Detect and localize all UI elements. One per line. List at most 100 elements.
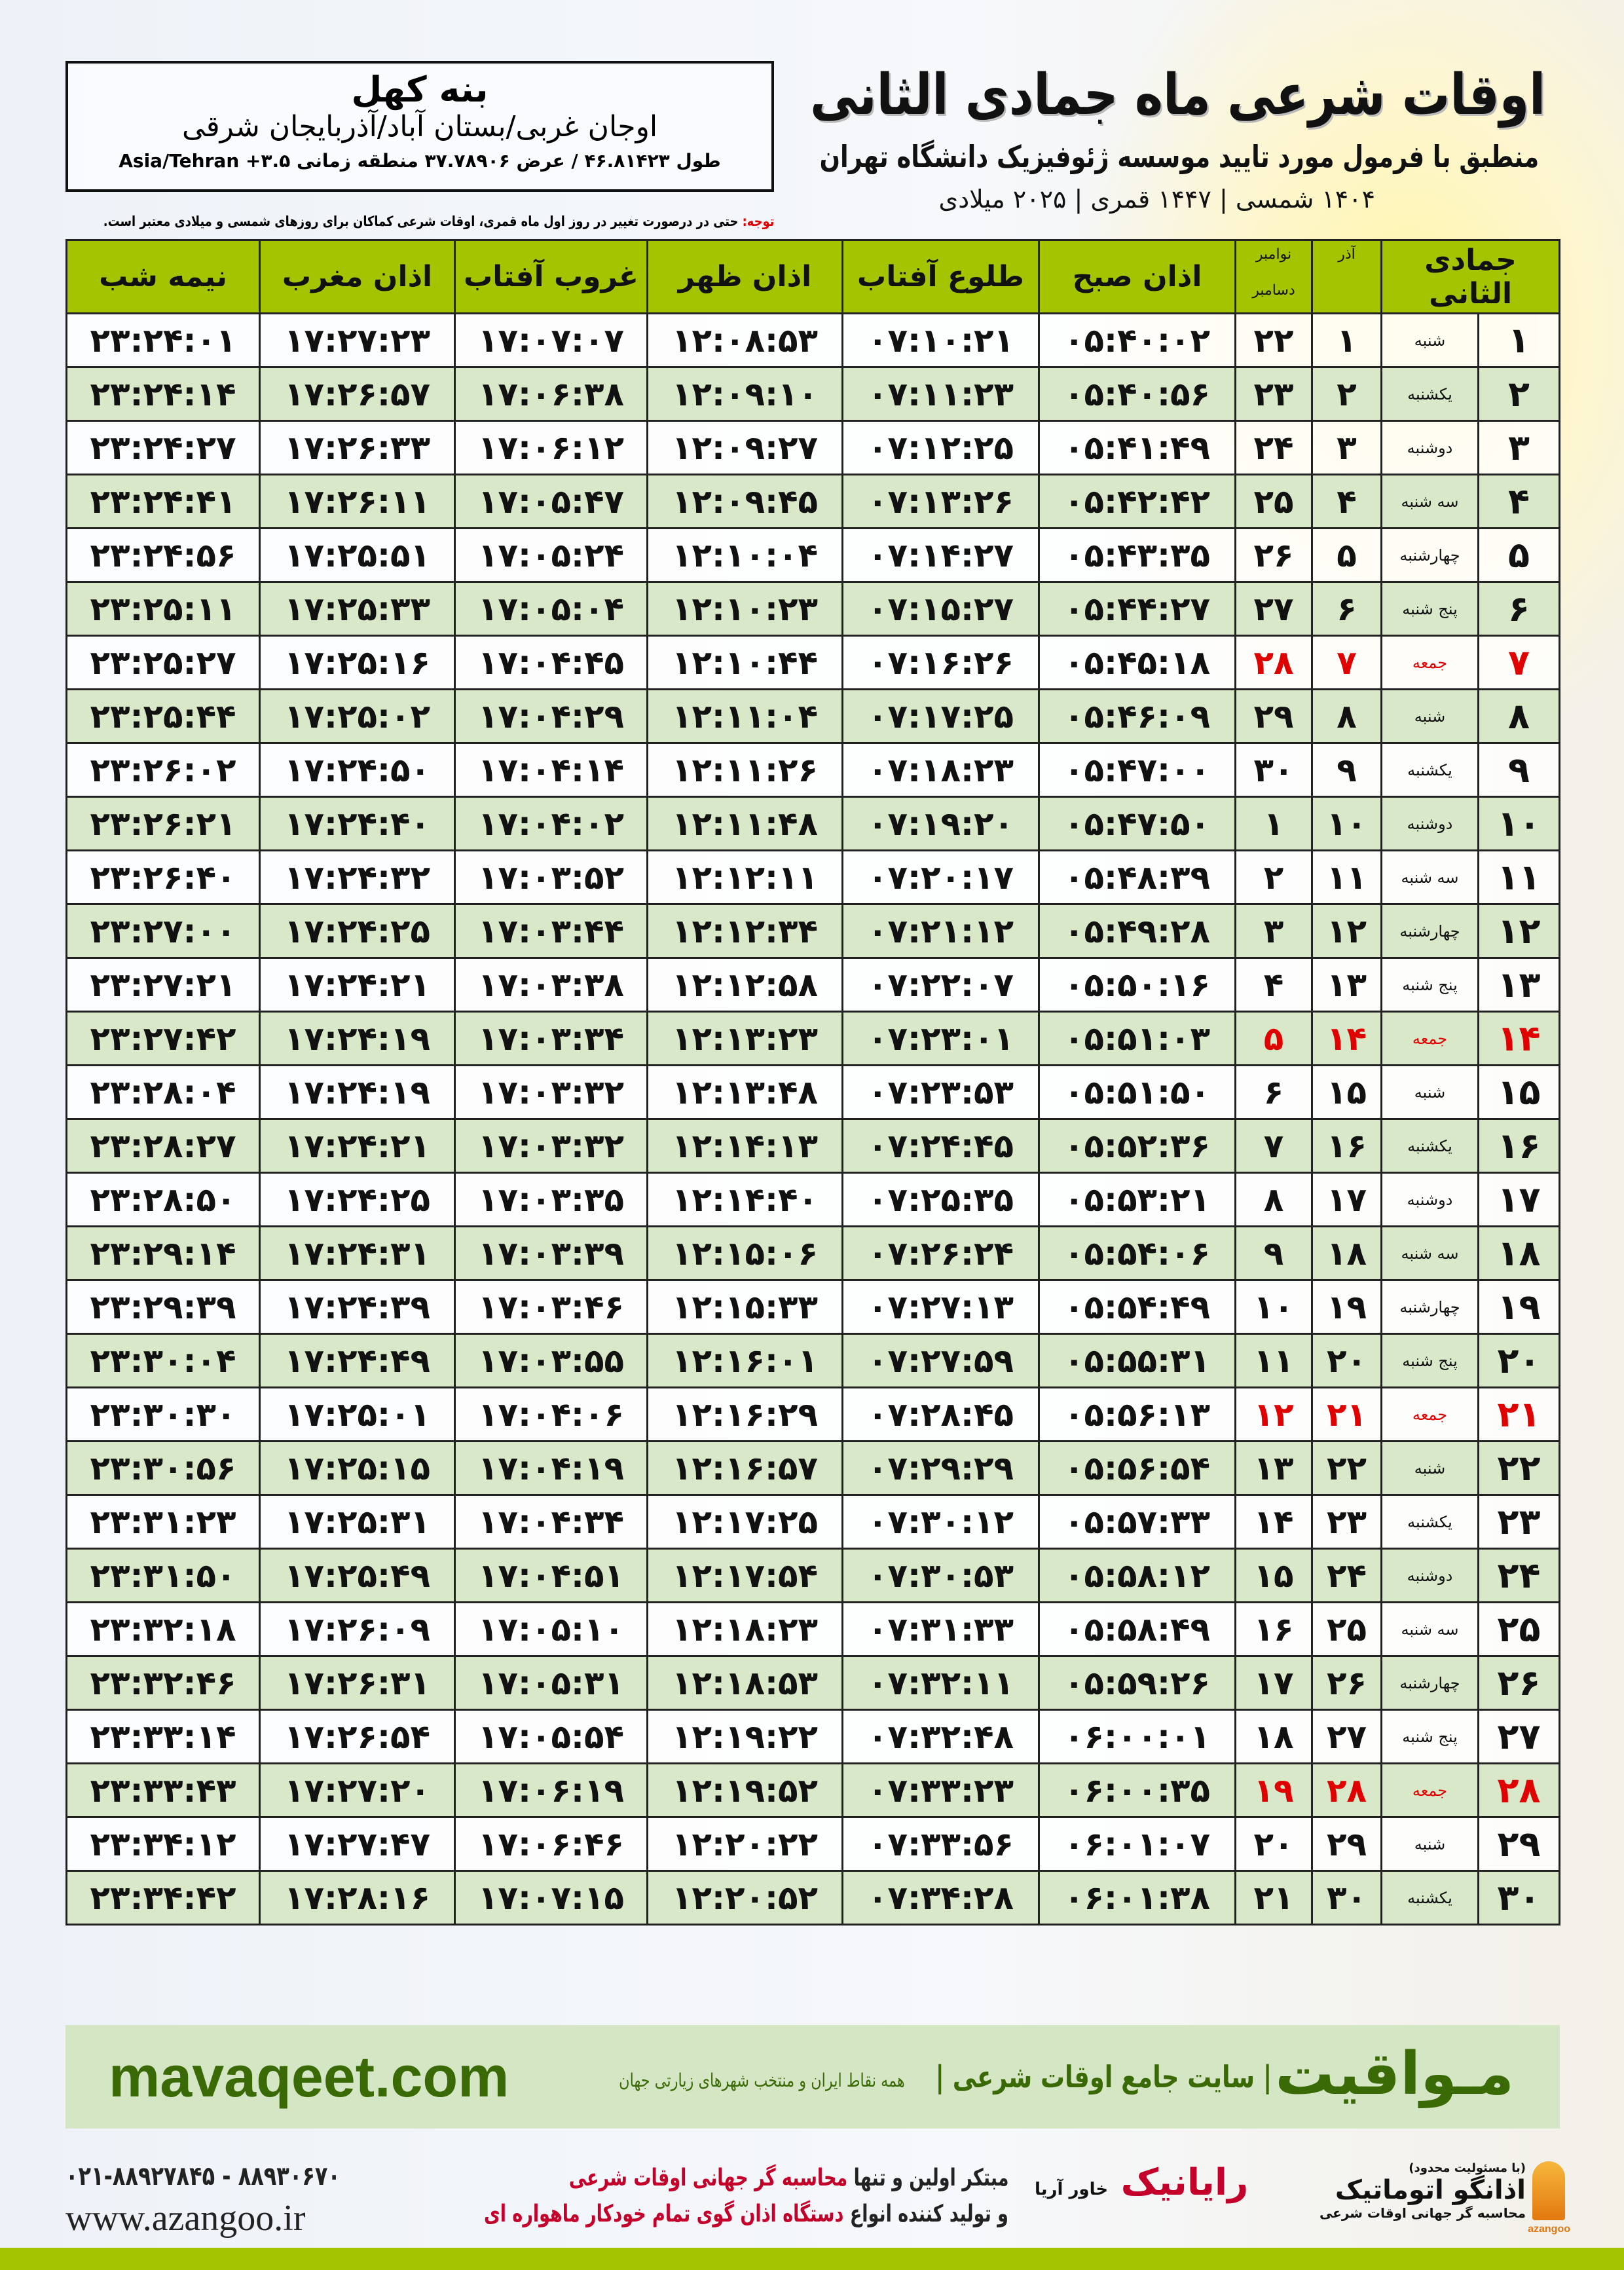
weekday: چهارشنبه <box>1380 903 1480 959</box>
time-ghorub: ۱۷:۰۵:۵۴ <box>454 1709 648 1764</box>
time-maghrib: ۱۷:۲۶:۵۴ <box>259 1709 456 1764</box>
azar-day: ۱۹ <box>1311 1279 1382 1335</box>
mavaqeet-link[interactable]: mavaqeet.com <box>109 2044 509 2109</box>
azar-day: ۱۸ <box>1311 1225 1382 1281</box>
footer-line-1: مبتکر اولین و تنها محاسبه گر جهانی اوقات… <box>568 2165 1008 2191</box>
col-gregorian-bottom: دسامبر <box>1252 282 1295 299</box>
time-maghrib: ۱۷:۲۵:۵۱ <box>259 527 456 583</box>
azar-day: ۲۰ <box>1311 1333 1382 1388</box>
time-tolu: ۰۷:۱۷:۲۵ <box>841 688 1040 744</box>
time-ghorub: ۱۷:۰۳:۳۹ <box>454 1225 648 1281</box>
time-tolu: ۰۷:۱۴:۲۷ <box>841 527 1040 583</box>
time-sobh: ۰۵:۵۴:۴۹ <box>1038 1279 1236 1335</box>
time-nime: ۲۳:۲۶:۴۰ <box>65 849 261 905</box>
time-sobh: ۰۵:۵۳:۲۱ <box>1038 1172 1236 1227</box>
time-sobh: ۰۵:۴۸:۳۹ <box>1038 849 1236 905</box>
note-label: توجه: <box>742 214 774 229</box>
time-sobh: ۰۵:۵۴:۰۶ <box>1038 1225 1236 1281</box>
gregorian-day: ۱۹ <box>1234 1762 1313 1818</box>
time-nime: ۲۳:۳۲:۴۶ <box>65 1655 261 1711</box>
azangoo-logo: (با مسئولیت محدود) اذانگو اتوماتیک محاسب… <box>1303 2161 1570 2246</box>
hijri-day: ۸ <box>1477 688 1561 744</box>
time-zohr: ۱۲:۱۰:۰۴ <box>646 527 843 583</box>
gregorian-day: ۲۳ <box>1234 366 1313 422</box>
weekday: جمعه <box>1380 1762 1480 1818</box>
time-maghrib: ۱۷:۲۴:۱۹ <box>259 1011 456 1066</box>
table-row: ۲۶ چهارشنبه ۲۶ ۱۷ ۰۵:۵۹:۲۶ ۰۷:۳۲:۱۱ ۱۲:۱۸:۵۳ ۱۷… <box>65 1655 1561 1711</box>
table-row: ۱۷ دوشنبه ۱۷ ۸ ۰۵:۵۳:۲۱ ۰۷:۲۵:۳۵ ۱۲:۱۴:۴۰ ۱۷:۰۳… <box>65 1172 1561 1227</box>
footer-line-2: و تولید کننده انواع دستگاه اذان گوی تمام… <box>484 2201 1008 2227</box>
footer-highlight: محاسبه گر جهانی اوقات شرعی <box>568 2165 847 2191</box>
time-tolu: ۰۷:۳۱:۳۳ <box>841 1601 1040 1657</box>
mavaqeet-banner: مـواقیت | سایت جامع اوقات شرعی | همه نقا… <box>65 2025 1560 2129</box>
weekday: چهارشنبه <box>1380 1655 1480 1711</box>
azar-day: ۲۳ <box>1311 1494 1382 1550</box>
time-sobh: ۰۵:۵۱:۰۳ <box>1038 1011 1236 1066</box>
azar-day: ۴ <box>1311 474 1382 529</box>
gregorian-day: ۵ <box>1234 1011 1313 1066</box>
time-nime: ۲۳:۳۳:۴۳ <box>65 1762 261 1818</box>
hijri-day: ۱۲ <box>1477 903 1561 959</box>
azangoo-link[interactable]: www.azangoo.ir <box>65 2198 306 2239</box>
time-nime: ۲۳:۲۹:۳۹ <box>65 1279 261 1335</box>
time-sobh: ۰۶:۰۰:۰۱ <box>1038 1709 1236 1764</box>
time-nime: ۲۳:۳۰:۵۶ <box>65 1440 261 1496</box>
time-maghrib: ۱۷:۲۵:۳۱ <box>259 1494 456 1550</box>
hijri-day: ۱۰ <box>1477 796 1561 851</box>
gregorian-day: ۲۱ <box>1234 1870 1313 1926</box>
time-sobh: ۰۵:۴۲:۴۲ <box>1038 474 1236 529</box>
hijri-day: ۲۸ <box>1477 1762 1561 1818</box>
time-maghrib: ۱۷:۲۴:۲۱ <box>259 1118 456 1174</box>
time-zohr: ۱۲:۱۳:۲۳ <box>646 1011 843 1066</box>
time-nime: ۲۳:۲۴:۰۱ <box>65 312 261 368</box>
page-title: اوقات شرعی ماه جمادی الثانی <box>809 62 1545 128</box>
time-tolu: ۰۷:۳۴:۲۸ <box>841 1870 1040 1926</box>
gregorian-day: ۴ <box>1234 957 1313 1013</box>
time-nime: ۲۳:۲۹:۱۴ <box>65 1225 261 1281</box>
hijri-day: ۱ <box>1477 312 1561 368</box>
time-tolu: ۰۷:۳۰:۵۳ <box>841 1548 1040 1603</box>
table-header: جمادی الثانی آذر نوامبر دسامبر اذان صبح ط… <box>65 239 1561 314</box>
time-tolu: ۰۷:۲۸:۴۵ <box>841 1386 1040 1442</box>
hijri-day: ۱۴ <box>1477 1011 1561 1066</box>
time-tolu: ۰۷:۳۲:۴۸ <box>841 1709 1040 1764</box>
time-nime: ۲۳:۳۰:۰۴ <box>65 1333 261 1388</box>
hijri-day: ۲۱ <box>1477 1386 1561 1442</box>
time-ghorub: ۱۷:۰۳:۳۵ <box>454 1172 648 1227</box>
azar-day: ۱۴ <box>1311 1011 1382 1066</box>
time-sobh: ۰۵:۴۳:۳۵ <box>1038 527 1236 583</box>
weekday: یکشنبه <box>1380 1494 1480 1550</box>
time-tolu: ۰۷:۱۸:۲۳ <box>841 742 1040 798</box>
azar-day: ۹ <box>1311 742 1382 798</box>
weekday: شنبه <box>1380 688 1480 744</box>
time-sobh: ۰۵:۵۸:۴۹ <box>1038 1601 1236 1657</box>
weekday: جمعه <box>1380 635 1480 690</box>
hijri-day: ۲۳ <box>1477 1494 1561 1550</box>
weekday: پنج شنبه <box>1380 1709 1480 1764</box>
time-zohr: ۱۲:۱۹:۵۲ <box>646 1762 843 1818</box>
hijri-day: ۲۵ <box>1477 1601 1561 1657</box>
time-ghorub: ۱۷:۰۵:۳۱ <box>454 1655 648 1711</box>
gregorian-day: ۳۰ <box>1234 742 1313 798</box>
gregorian-day: ۲۷ <box>1234 581 1313 637</box>
time-zohr: ۱۲:۱۵:۰۶ <box>646 1225 843 1281</box>
time-ghorub: ۱۷:۰۵:۱۰ <box>454 1601 648 1657</box>
time-maghrib: ۱۷:۲۴:۲۱ <box>259 957 456 1013</box>
time-ghorub: ۱۷:۰۵:۰۴ <box>454 581 648 637</box>
time-zohr: ۱۲:۱۴:۱۳ <box>646 1118 843 1174</box>
footer-text: مبتکر اولین و تنها <box>847 2165 1008 2191</box>
note-text: حتی در درصورت تغییر در روز اول ماه قمری،… <box>103 214 743 229</box>
time-sobh: ۰۵:۴۶:۰۹ <box>1038 688 1236 744</box>
time-ghorub: ۱۷:۰۴:۳۴ <box>454 1494 648 1550</box>
time-sobh: ۰۶:۰۰:۳۵ <box>1038 1762 1236 1818</box>
time-nime: ۲۳:۳۱:۵۰ <box>65 1548 261 1603</box>
hijri-day: ۱۸ <box>1477 1225 1561 1281</box>
note: توجه: حتی در درصورت تغییر در روز اول ماه… <box>103 214 774 229</box>
year-line: ۱۴۰۴ شمسی | ۱۴۴۷ قمری | ۲۰۲۵ میلادی <box>938 185 1375 214</box>
azar-day: ۱۰ <box>1311 796 1382 851</box>
gregorian-day: ۲ <box>1234 849 1313 905</box>
time-maghrib: ۱۷:۲۵:۱۵ <box>259 1440 456 1496</box>
time-sobh: ۰۵:۴۴:۲۷ <box>1038 581 1236 637</box>
time-nime: ۲۳:۲۴:۲۷ <box>65 420 261 475</box>
weekday: چهارشنبه <box>1380 527 1480 583</box>
